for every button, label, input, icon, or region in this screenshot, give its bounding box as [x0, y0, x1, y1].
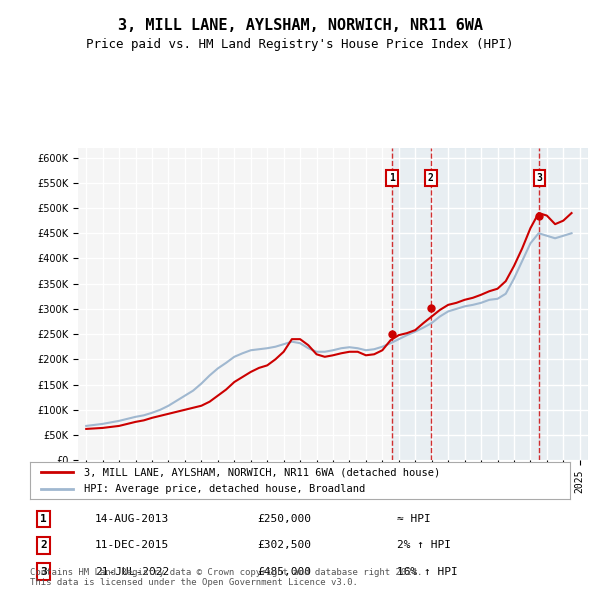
Text: 3, MILL LANE, AYLSHAM, NORWICH, NR11 6WA (detached house): 3, MILL LANE, AYLSHAM, NORWICH, NR11 6WA… [84, 467, 440, 477]
Bar [539, 148, 588, 460]
Text: ≈ HPI: ≈ HPI [397, 514, 431, 524]
Text: 21-JUL-2022: 21-JUL-2022 [95, 566, 169, 576]
Text: 3: 3 [536, 173, 542, 183]
Text: HPI: Average price, detached house, Broadland: HPI: Average price, detached house, Broa… [84, 484, 365, 494]
Bar [392, 148, 431, 460]
Text: 3, MILL LANE, AYLSHAM, NORWICH, NR11 6WA: 3, MILL LANE, AYLSHAM, NORWICH, NR11 6WA [118, 18, 482, 32]
Text: 11-DEC-2015: 11-DEC-2015 [95, 540, 169, 550]
Text: £302,500: £302,500 [257, 540, 311, 550]
Text: Contains HM Land Registry data © Crown copyright and database right 2024.
This d: Contains HM Land Registry data © Crown c… [30, 568, 422, 587]
Text: 1: 1 [40, 514, 47, 524]
Text: 2: 2 [40, 540, 47, 550]
Text: 2: 2 [428, 173, 434, 183]
Bar [431, 148, 539, 460]
Text: Price paid vs. HM Land Registry's House Price Index (HPI): Price paid vs. HM Land Registry's House … [86, 38, 514, 51]
Text: 14-AUG-2013: 14-AUG-2013 [95, 514, 169, 524]
Text: £485,000: £485,000 [257, 566, 311, 576]
Text: 2% ↑ HPI: 2% ↑ HPI [397, 540, 451, 550]
Text: 1: 1 [389, 173, 395, 183]
Text: 16% ↑ HPI: 16% ↑ HPI [397, 566, 458, 576]
Text: £250,000: £250,000 [257, 514, 311, 524]
Text: 3: 3 [40, 566, 47, 576]
